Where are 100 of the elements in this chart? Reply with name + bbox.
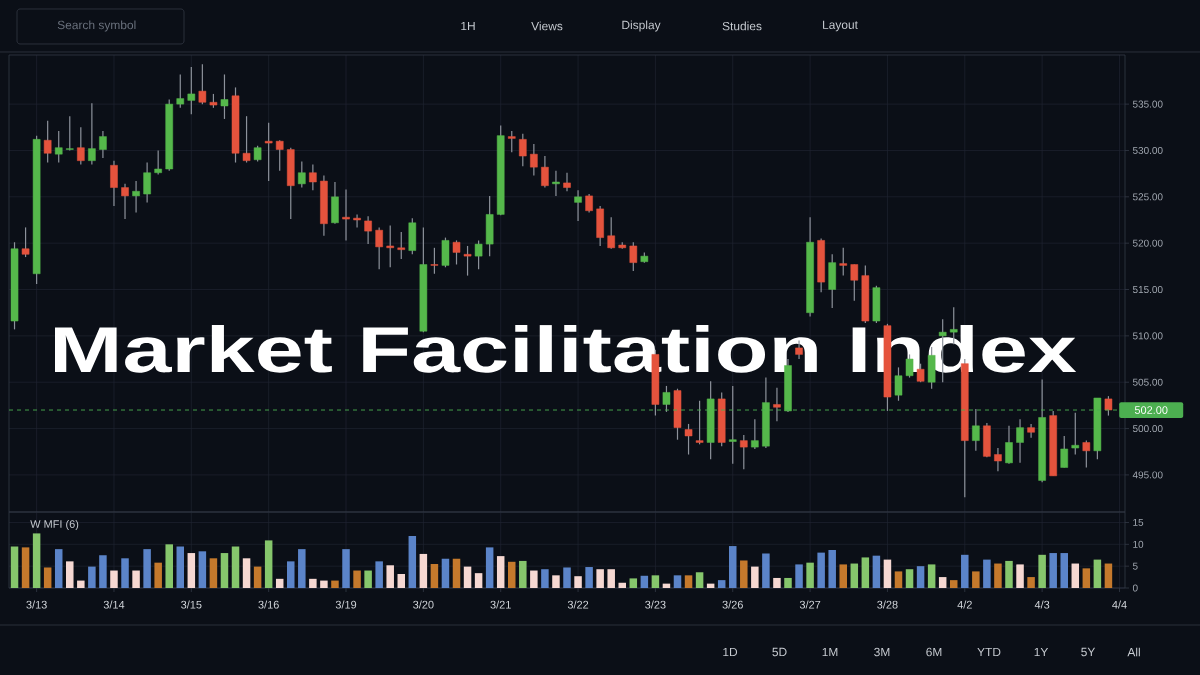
text: Search symbol xyxy=(57,20,136,32)
bar xyxy=(806,562,814,588)
bar xyxy=(894,571,903,588)
bar xyxy=(751,566,759,588)
bar xyxy=(496,556,505,588)
bar xyxy=(187,553,196,588)
bar xyxy=(629,578,638,588)
bar xyxy=(508,561,516,588)
x-tick-label: 3/27 xyxy=(799,600,821,609)
candlestick xyxy=(740,434,748,470)
candlestick xyxy=(773,387,781,422)
bar xyxy=(530,570,538,588)
x-tick-label: 3/21 xyxy=(490,600,511,609)
bar xyxy=(264,540,273,588)
bar xyxy=(121,558,129,588)
candlestick xyxy=(309,163,317,191)
x-tick-label: 3/20 xyxy=(413,600,434,609)
candlestick xyxy=(629,241,638,272)
text: 1M xyxy=(822,647,838,657)
y-tick-label: 500.00 xyxy=(1132,425,1163,433)
bar xyxy=(430,563,439,588)
y-tick-label: 15 xyxy=(1133,519,1144,526)
candlestick xyxy=(54,130,63,164)
bar xyxy=(1005,560,1013,588)
candlestick xyxy=(375,226,383,270)
candlestick xyxy=(176,73,185,109)
candlestick xyxy=(88,102,96,165)
bar xyxy=(353,570,361,588)
bar xyxy=(242,558,251,588)
candlestick xyxy=(1060,435,1069,469)
y-tick-label: 525.00 xyxy=(1132,193,1163,201)
bar xyxy=(717,580,726,588)
text: 1Y xyxy=(1034,647,1049,657)
candlestick xyxy=(552,170,560,197)
bar xyxy=(872,555,881,588)
candlestick xyxy=(574,189,582,222)
candlestick xyxy=(364,215,372,245)
text: All xyxy=(1127,647,1140,657)
candlestick xyxy=(198,63,207,105)
y-tick-label: 535.00 xyxy=(1132,100,1163,108)
candlestick xyxy=(353,213,361,229)
y-tick-label: 5 xyxy=(1132,562,1138,570)
bar xyxy=(607,569,615,588)
bar xyxy=(21,547,30,588)
bar xyxy=(1027,577,1035,588)
candlestick xyxy=(751,418,759,450)
bar xyxy=(817,552,825,588)
bar xyxy=(983,559,991,588)
x-tick-label: 4/4 xyxy=(1112,600,1127,609)
bar xyxy=(596,569,604,588)
candlestick xyxy=(695,400,704,445)
candlestick xyxy=(298,161,306,189)
candlestick xyxy=(1104,395,1113,417)
bar xyxy=(463,566,472,588)
bar xyxy=(253,566,262,588)
candlestick xyxy=(541,155,549,189)
candlestick xyxy=(65,115,74,152)
text: 6M xyxy=(926,647,942,657)
bar xyxy=(961,554,969,588)
bar xyxy=(176,546,185,588)
candlestick xyxy=(994,447,1002,472)
candlestick xyxy=(110,160,118,207)
bar xyxy=(1104,563,1113,588)
y-tick-label: 530.00 xyxy=(1132,146,1163,154)
y-tick-label: 505.00 xyxy=(1132,378,1163,386)
bar xyxy=(452,558,461,588)
bar xyxy=(1071,563,1080,588)
candlestick xyxy=(839,247,848,277)
candlestick xyxy=(242,115,251,164)
bar xyxy=(574,576,582,588)
bar xyxy=(695,572,704,588)
bar xyxy=(994,563,1002,588)
candlestick xyxy=(220,73,229,120)
bar xyxy=(640,575,649,588)
candlestick xyxy=(1005,425,1013,465)
bar xyxy=(673,575,682,588)
bar xyxy=(77,580,85,588)
text: 1H xyxy=(461,21,475,31)
candlestick xyxy=(275,139,284,172)
bar xyxy=(927,564,936,588)
candlestick xyxy=(1071,412,1080,456)
candlestick xyxy=(684,423,693,456)
bar xyxy=(88,566,96,588)
candlestick xyxy=(607,216,615,250)
bar xyxy=(552,575,560,588)
x-tick-label: 3/15 xyxy=(181,600,202,609)
x-tick-label: 3/26 xyxy=(722,600,743,609)
text: 5D xyxy=(772,647,787,657)
candlestick xyxy=(507,130,516,153)
bar xyxy=(972,571,980,588)
bar xyxy=(375,561,383,588)
x-tick-label: 4/2 xyxy=(957,600,972,609)
bar xyxy=(1038,554,1046,588)
candlestick xyxy=(530,143,538,177)
bar xyxy=(585,567,593,588)
candlestick xyxy=(187,66,196,115)
bar xyxy=(839,564,847,588)
candlestick xyxy=(430,247,439,275)
candlestick xyxy=(1027,423,1035,439)
bar xyxy=(474,573,483,588)
